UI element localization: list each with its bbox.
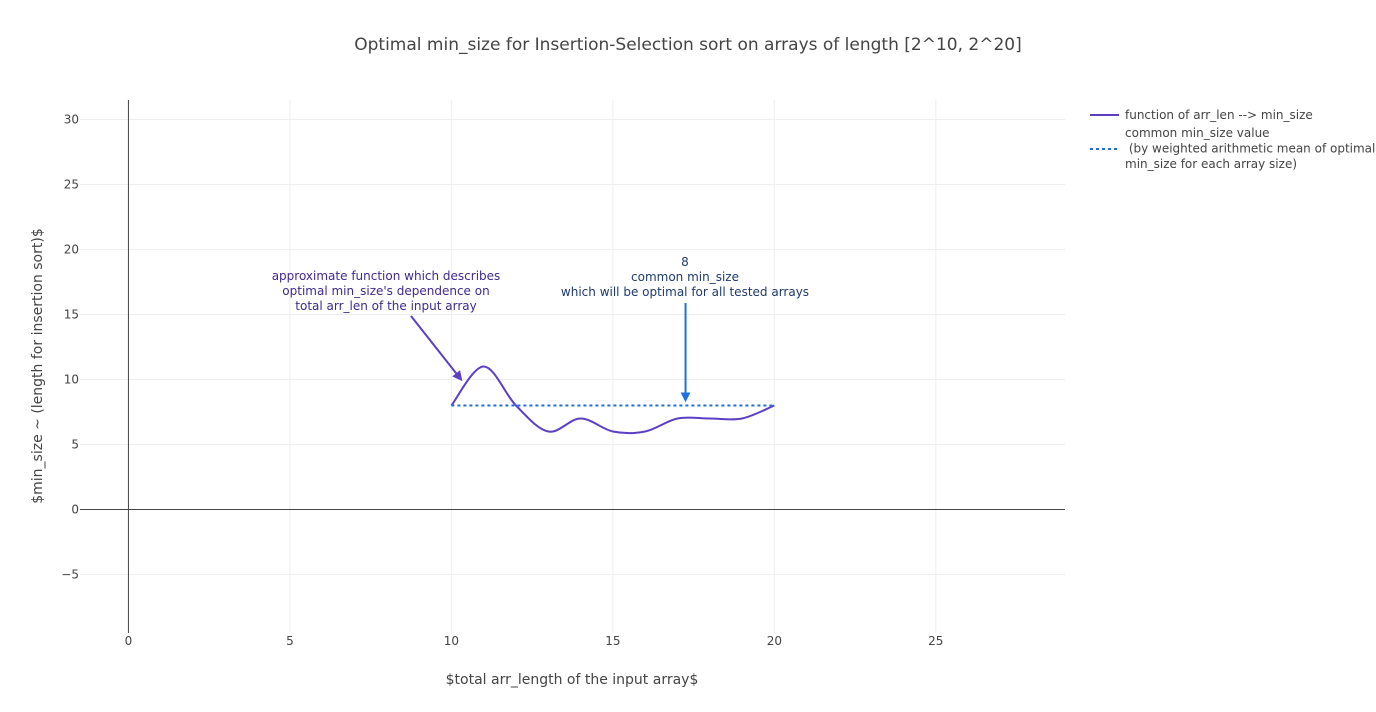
y-tick-label: 10	[64, 373, 79, 387]
annotation-function-text: approximate function which describes	[272, 269, 501, 283]
annotation-function-text: total arr_len of the input array	[295, 299, 476, 313]
annotation-function-text: optimal min_size's dependence on	[282, 284, 489, 298]
y-tick-label: −5	[61, 568, 79, 582]
y-tick-label: 20	[64, 243, 79, 257]
annotation-common-text: common min_size	[631, 270, 739, 284]
annotation-common-text: which will be optimal for all tested arr…	[561, 285, 809, 299]
y-tick-label: 0	[71, 503, 79, 517]
legend-label-function: function of arr_len --> min_size	[1125, 108, 1313, 122]
x-tick-label: 20	[767, 634, 782, 648]
legend-label-common-min-size: (by weighted arithmetic mean of optimal	[1125, 142, 1375, 156]
legend-label-common-min-size: common min_size value	[1125, 126, 1270, 140]
annotation-common-text: 8	[681, 255, 689, 269]
y-axis-title: $min_size ~ (length for insertion sort)$	[30, 228, 46, 504]
chart-title: Optimal min_size for Insertion-Selection…	[354, 35, 1021, 55]
x-tick-label: 5	[286, 634, 294, 648]
x-tick-label: 25	[928, 634, 943, 648]
legend-label-common-min-size: min_size for each array size)	[1125, 157, 1297, 171]
x-tick-label: 0	[125, 634, 133, 648]
x-tick-label: 15	[605, 634, 620, 648]
y-tick-label: 5	[71, 438, 79, 452]
series-line-function	[450, 365, 775, 435]
y-tick-label: 25	[64, 178, 79, 192]
y-tick-label: 30	[64, 113, 79, 127]
x-axis-title: $total arr_length of the input array$	[446, 672, 699, 688]
y-tick-label: 15	[64, 308, 79, 322]
annotation-function-arrow	[410, 315, 463, 382]
x-tick-label: 10	[444, 634, 459, 648]
